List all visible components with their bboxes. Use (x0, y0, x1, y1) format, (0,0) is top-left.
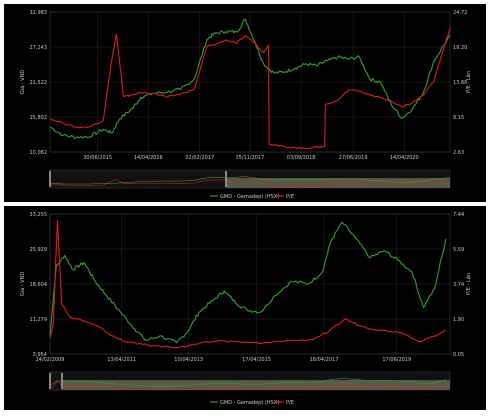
x-tick-label: 14/04/2020 (390, 155, 419, 161)
y2-tick-label: 1.90 (453, 317, 464, 323)
legend-label-gmd: GMD - Gemadept (HSX) (220, 194, 279, 200)
chart-top: 32,983 24.72 27,243 19.20 21,522 13.68 15,802 8… (19, 10, 472, 200)
series-line-gmd (49, 221, 447, 344)
y2-tick-label: 0.05 (453, 352, 464, 358)
x-tick-label: 17/06/2019 (382, 357, 411, 363)
x-tick-label: 18/04/2017 (310, 357, 339, 363)
y-axis-label: Giá - VND (19, 70, 26, 94)
x-tick-label: 15/11/2017 (235, 155, 264, 161)
y2-tick-label: 3.74 (453, 282, 464, 288)
legend-label-pe: P/E (286, 194, 294, 200)
x-tick-label: 30/06/2015 (83, 155, 112, 161)
y-tick-label: 33,255 (30, 212, 48, 218)
navigator-selection (62, 380, 450, 390)
x-tick-label: 27/06/2019 (339, 155, 368, 161)
chart-bottom: 33,255 7.44 25,929 5.59 18,604 3.74 11,279 1.90… (19, 212, 472, 406)
x-tick-label: 10/04/2013 (174, 357, 203, 363)
navigator-handle-left (49, 373, 51, 389)
y2-tick-label: 7.44 (453, 212, 464, 218)
y-tick-label: 27,243 (30, 45, 48, 51)
navigator-handle-right (61, 373, 63, 389)
y-tick-label: 21,522 (30, 80, 48, 86)
navigator-handle-left (49, 171, 51, 187)
navigator-selection (226, 178, 450, 188)
legend-label-gmd: GMD - Gemadept (HSX) (220, 400, 279, 406)
series-line-gmd (49, 18, 451, 139)
plot-frame (49, 213, 451, 355)
x-tick-label: 03/09/2018 (287, 155, 316, 161)
chart-panel-bottom: 33,255 7.44 25,929 5.59 18,604 3.74 11,279 1.90… (4, 206, 486, 410)
series-line-pe (49, 27, 451, 150)
y2-tick-label: 13.68 (453, 80, 467, 86)
plot-frame (49, 11, 451, 153)
y2-tick-label: 2.63 (453, 150, 464, 156)
y-tick-label: 3,954 (33, 352, 47, 358)
y-tick-label: 18,604 (30, 282, 48, 288)
y-tick-label: 32,983 (30, 10, 48, 16)
navigator-line-gmd (49, 378, 446, 387)
x-tick-label: 17/04/2015 (242, 357, 271, 363)
y-axis-label: Giá - VND (19, 272, 26, 296)
legend-label-pe: P/E (286, 400, 294, 406)
y2-tick-label: 5.59 (453, 247, 464, 253)
y2-tick-label: 24.72 (453, 10, 467, 16)
y-tick-label: 11,279 (30, 317, 48, 323)
y2-axis-label: P/E - Lần (464, 71, 472, 93)
y-tick-label: 25,929 (30, 247, 48, 253)
y2-axis-label: P/E - Lần (464, 273, 472, 295)
x-tick-label: 13/04/2011 (107, 357, 136, 363)
y-tick-label: 15,802 (30, 115, 48, 121)
navigator-line-pe (49, 379, 446, 389)
x-tick-label: 24/02/2009 (36, 357, 65, 363)
navigator-handle-right (225, 171, 227, 187)
chart-panel-top: 32,983 24.72 27,243 19.20 21,522 13.68 15,802 8… (4, 4, 486, 202)
x-tick-label: 14/04/2016 (134, 155, 163, 161)
navigator-line-gmd (49, 176, 451, 185)
y2-tick-label: 19.20 (453, 45, 467, 51)
y-tick-label: 10,082 (30, 150, 48, 156)
navigator-line-pe (49, 178, 451, 188)
series-line-pe (49, 219, 446, 349)
y2-tick-label: 8.15 (453, 115, 464, 121)
x-tick-label: 02/02/2017 (185, 155, 214, 161)
